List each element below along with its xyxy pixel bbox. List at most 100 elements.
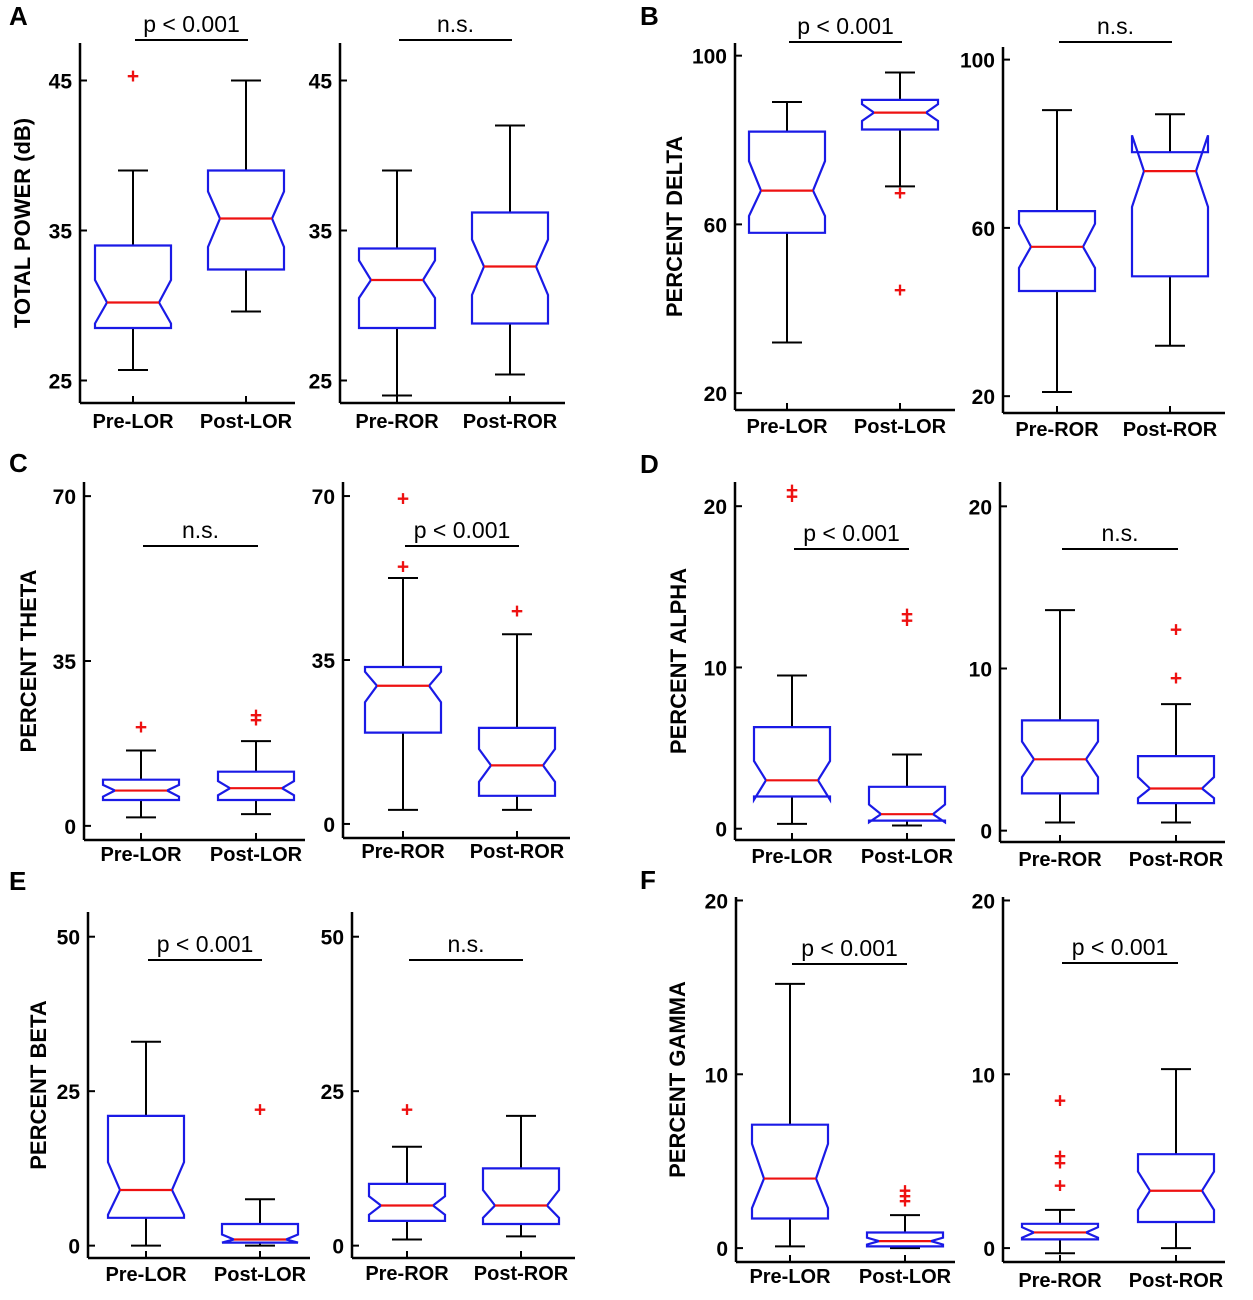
- outlier-marker: +: [899, 1185, 911, 1208]
- outlier-marker: +: [1054, 1089, 1066, 1112]
- panel-e-plot-1-category-label: Post-LOR: [214, 1264, 307, 1286]
- outlier-marker: +: [1054, 1175, 1066, 1198]
- panel-f-plot-2-y-tick-label: 20: [972, 890, 995, 913]
- panel-c-plot-2-significance-label: p < 0.001: [414, 517, 511, 543]
- panel-a-plot-1-category-label: Post-LOR: [200, 411, 293, 433]
- panel-c-letter: C: [9, 448, 28, 478]
- panel-b-plot-2-significance-label: n.s.: [1097, 13, 1134, 39]
- notched-box: [93, 244, 173, 330]
- panel-e-plot-2-y-tick-label: 25: [321, 1081, 345, 1104]
- panel-b-plot-2-y-tick-label: 100: [960, 50, 995, 73]
- panel-f-plot-1-significance-label: p < 0.001: [801, 935, 898, 961]
- panel-a-plot-1-y-tick-label: 45: [49, 71, 73, 94]
- panel-a-plot-2-category-label: Post-ROR: [463, 411, 558, 433]
- outlier-marker: +: [127, 65, 139, 88]
- outlier-marker: +: [1170, 667, 1182, 690]
- panel-b-plot-2-y-tick-label: 60: [972, 218, 995, 241]
- notched-box: [106, 1114, 186, 1219]
- panel-f-y-axis-label: PERCENT GAMMA: [665, 981, 690, 1178]
- panel-a-plot-2-significance-label: n.s.: [437, 11, 474, 37]
- panel-f-letter: F: [640, 865, 656, 895]
- outlier-marker: +: [511, 600, 523, 623]
- outlier-marker: +: [397, 555, 409, 578]
- panel-d-plot-1-y-tick-label: 10: [704, 657, 727, 680]
- outlier-marker: +: [901, 610, 913, 633]
- panel-d-plot-2-y-tick-label: 0: [980, 821, 992, 844]
- panel-f-plot-2-y-tick-label: 10: [972, 1064, 995, 1087]
- panel-d-plot-2-significance-label: n.s.: [1101, 520, 1138, 546]
- panel-c-plot-2-category-label: Pre-ROR: [361, 841, 445, 863]
- notched-box: [1136, 1153, 1216, 1224]
- panel-a-plot-1-category-label: Pre-LOR: [92, 411, 174, 433]
- notched-box: [363, 665, 443, 734]
- panel-a-plot-1-significance-label: p < 0.001: [143, 11, 240, 37]
- panel-f-plot-2-y-tick-label: 0: [983, 1238, 995, 1261]
- outlier-marker: +: [135, 716, 147, 739]
- panel-a-letter: A: [9, 1, 28, 31]
- notched-box: [860, 98, 940, 131]
- panel-f-plot-1-category-label: Pre-LOR: [749, 1266, 831, 1288]
- panel-f-plot-2-category-label: Pre-ROR: [1018, 1270, 1102, 1292]
- panel-e-plot-2-category-label: Post-ROR: [474, 1263, 569, 1285]
- panel-c-plot-2-y-tick-label: 70: [312, 486, 335, 509]
- panel-e-plot-2-significance-label: n.s.: [447, 931, 484, 957]
- notched-box: [865, 1231, 945, 1248]
- panel-a-plot-1-y-tick-label: 35: [49, 221, 73, 244]
- notched-box: [367, 1182, 447, 1223]
- notched-box: [1130, 134, 1210, 278]
- outlier-marker: +: [1054, 1145, 1066, 1168]
- panel-b-plot-1-y-tick-label: 20: [704, 383, 727, 406]
- panel-b-plot-1-category-label: Post-LOR: [854, 416, 947, 438]
- notched-box: [216, 770, 296, 802]
- panel-c-plot-1-significance-label: n.s.: [182, 517, 219, 543]
- notched-box: [1020, 719, 1100, 795]
- outlier-marker: +: [899, 1180, 911, 1203]
- notched-box: [747, 130, 827, 234]
- panel-b-plot-1-significance-label: p < 0.001: [797, 13, 894, 39]
- panel-b-plot-1-category-label: Pre-LOR: [746, 416, 828, 438]
- notched-box: [752, 725, 832, 804]
- panel-c-plot-1-y-tick-label: 0: [64, 816, 76, 839]
- panel-f-plot-1-y-tick-label: 10: [705, 1064, 728, 1087]
- panel-c-plot-1-y-tick-label: 35: [53, 651, 77, 674]
- panel-d-plot-2-y-tick-label: 10: [969, 658, 992, 681]
- panel-a-plot-2-y-tick-label: 35: [309, 221, 333, 244]
- panel-e-plot-1-y-tick-label: 25: [57, 1081, 81, 1104]
- notched-box: [481, 1167, 561, 1226]
- panel-c-plot-1-category-label: Pre-LOR: [100, 844, 182, 866]
- panel-d-plot-1-significance-label: p < 0.001: [803, 520, 900, 546]
- panel-a-plot-2-y-tick-label: 25: [309, 371, 333, 394]
- panel-d-plot-2-category-label: Post-ROR: [1129, 849, 1224, 871]
- panel-d-plot-2-category-label: Pre-ROR: [1018, 849, 1102, 871]
- panel-e-plot-1-significance-label: p < 0.001: [157, 931, 254, 957]
- panel-e-plot-2-category-label: Pre-ROR: [365, 1263, 449, 1285]
- panel-b-plot-2-y-tick-label: 20: [972, 386, 995, 409]
- notched-box: [357, 247, 437, 330]
- notched-box: [1020, 1222, 1100, 1241]
- outlier-marker: +: [786, 479, 798, 502]
- panel-b-plot-2-category-label: Post-ROR: [1123, 419, 1218, 441]
- panel-e-plot-1-category-label: Pre-LOR: [105, 1264, 187, 1286]
- notched-box: [867, 785, 947, 825]
- panel-e-letter: E: [9, 866, 26, 896]
- panel-a-plot-1-y-tick-label: 25: [49, 371, 73, 394]
- notched-box: [1136, 754, 1216, 805]
- panel-e-plot-1-y-tick-label: 0: [68, 1236, 80, 1259]
- panel-b-letter: B: [640, 1, 659, 31]
- panel-d-plot-1-y-tick-label: 0: [715, 819, 727, 842]
- panel-d-plot-1-category-label: Post-LOR: [861, 846, 954, 868]
- outlier-marker: +: [901, 603, 913, 626]
- outlier-marker: +: [397, 487, 409, 510]
- panel-d-plot-2-y-tick-label: 20: [969, 496, 992, 519]
- panel-b-plot-2-category-label: Pre-ROR: [1015, 419, 1099, 441]
- outlier-marker: +: [899, 1190, 911, 1213]
- outlier-marker: +: [250, 709, 262, 732]
- panel-a-plot-2-category-label: Pre-ROR: [355, 411, 439, 433]
- panel-e-plot-2-y-tick-label: 50: [321, 927, 344, 950]
- notched-box: [1017, 210, 1097, 293]
- panel-d-letter: D: [640, 449, 659, 479]
- panel-a-y-axis-label: TOTAL POWER (dB): [10, 118, 35, 328]
- panel-e-plot-1-y-tick-label: 50: [57, 927, 80, 950]
- panel-c-plot-2-y-tick-label: 35: [312, 650, 336, 673]
